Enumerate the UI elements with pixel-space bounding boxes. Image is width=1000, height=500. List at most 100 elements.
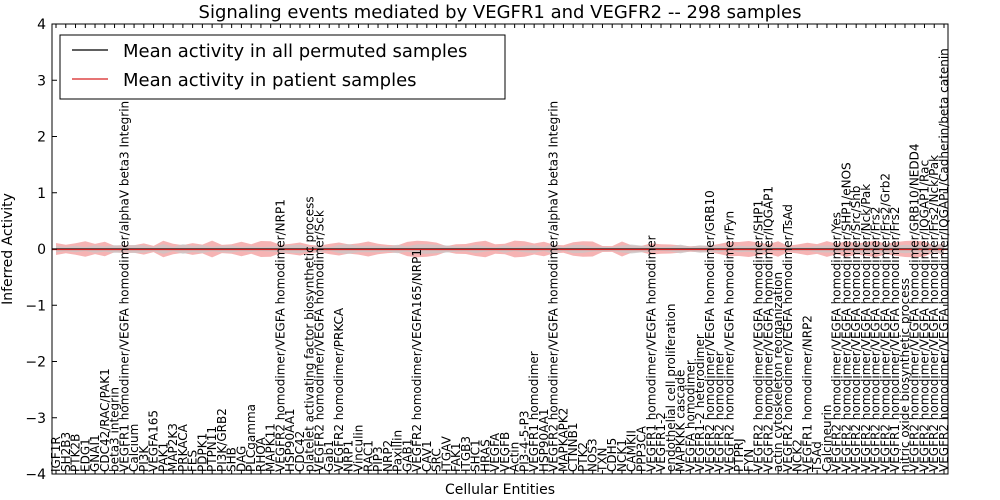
x-tick-label: FYN xyxy=(742,449,756,472)
x-tick-label: VEGFR2 homodimer/PRKCA xyxy=(332,307,346,472)
x-tick-label: PI3-4-5-P3 xyxy=(517,410,531,472)
legend-label-permuted: Mean activity in all permuted samples xyxy=(123,41,467,62)
legend: Mean activity in all permuted samples Me… xyxy=(59,34,506,100)
y-axis-label: Inferred Activity xyxy=(0,193,16,305)
x-tick-label: IGF1R xyxy=(49,436,63,472)
x-tick-label: VEGFR2 homodimer/VEGFA homodimer/SHP1 xyxy=(752,200,766,472)
x-tick-label: CDC42 xyxy=(293,431,307,472)
x-tick-label: Actin xyxy=(508,442,522,472)
y-tick-label: −2 xyxy=(25,355,46,371)
x-tick-label: PAK1 xyxy=(156,442,170,472)
x-tick-label: SHB xyxy=(225,447,239,472)
x-tick-label: VEGFR1-2 xyxy=(654,412,668,472)
x-tick-label: nitric oxide biosynthetic process xyxy=(898,278,912,472)
x-tick-label: ITGAV xyxy=(439,435,453,472)
x-tick-label: Paxillin xyxy=(391,430,405,472)
x-tick-label: VEGFR2 homodimer/VEGFA165/NRP1 xyxy=(410,249,424,472)
x-tick-label: Vinculin xyxy=(352,425,366,472)
x-tick-label: PI3K xyxy=(137,445,151,472)
x-tick-label: VEGFR2 homodimer/VEGFA homodimer/Frs2/Gr… xyxy=(879,173,893,472)
x-tick-label: VEGFR1 homodimer/VEGFA homodimer xyxy=(644,235,658,472)
x-tick-label: PDPK1 xyxy=(195,433,209,472)
x-tick-label: HRAS xyxy=(478,439,492,472)
x-tick-label: MAPKKK cascade xyxy=(674,370,688,472)
x-tick-label: VEGFR2 homodimer/VEGFA homodimer/TsAd xyxy=(781,204,795,472)
x-tick-label: FES xyxy=(186,450,200,472)
x-tick-label: NRP2 xyxy=(381,440,395,472)
x-tick-label: VEGFR2 homodimer xyxy=(713,351,727,472)
chart-title: Signaling events mediated by VEGFR1 and … xyxy=(199,2,802,23)
x-tick-label: VEGFB xyxy=(498,432,512,472)
x-tick-label: PLCgamma xyxy=(244,404,258,472)
x-tick-label: PIP3 xyxy=(371,446,385,472)
x-tick-label: DAG xyxy=(234,446,248,472)
y-tick-label: 1 xyxy=(37,186,46,202)
x-tick-label: PRKACA xyxy=(176,423,190,472)
x-tick-label: VEGFR2 homodimer/VEGFA homodimer/Yes xyxy=(830,212,844,472)
y-tick-label: 4 xyxy=(37,17,46,33)
x-tick-label: PTK2 xyxy=(576,442,590,472)
x-tick-label: PI3K/GRB2 xyxy=(215,408,229,472)
x-tick-label: VEGFR1 homodimer xyxy=(527,351,541,472)
x-tick-label: VEGFR2 homodimer/VEGFA homodimer/Frs2/Nc… xyxy=(927,155,941,472)
x-tick-label: GNAI1 xyxy=(88,434,102,472)
x-tick-label: FAK1 xyxy=(449,442,463,472)
x-tick-label: NOS3 xyxy=(586,438,600,472)
x-tick-label: Gab1 xyxy=(322,440,336,472)
x-tick-label: TXN xyxy=(596,447,610,473)
x-tick-label: ITGB3 xyxy=(459,436,473,472)
x-tick-label: GAB1 xyxy=(400,439,414,472)
legend-label-patient: Mean activity in patient samples xyxy=(123,70,417,91)
y-tick-label: −3 xyxy=(25,411,46,427)
x-tick-label: HSP90AA1 xyxy=(283,408,297,472)
x-tick-label: PTPRJ xyxy=(732,438,746,472)
x-tick-label: PPP3CA xyxy=(635,425,649,472)
x-tick-label: VEGFR2 homodimer/VEGFA homodimer/SHP1/eN… xyxy=(839,162,853,472)
x-tick-label: VEGFR2 homodimer/VEGFA homodimer/Frs2 xyxy=(869,207,883,473)
x-tick-label: VEGFR1 homodimer/NRP2 xyxy=(800,315,814,472)
x-tick-label: Calcium xyxy=(127,424,141,472)
x-tick-label: MAPK11 xyxy=(264,423,278,472)
x-tick-label: SH2B3 xyxy=(59,432,73,472)
x-tick-label: VEGFR2 homodimer/VEGFA homodimer/IQGAP1/… xyxy=(918,160,932,472)
x-tick-label: NRP1 xyxy=(342,440,356,472)
x-tick-label: RAC1 xyxy=(361,440,375,472)
x-axis-label: Cellular Entities xyxy=(445,482,555,498)
x-tick-label: CAMKII xyxy=(625,430,639,472)
x-tick-label: VEGFR2 homodimer/VEGFA homodimer/Nck/Pak xyxy=(859,184,873,472)
x-tick-label: CDC42/RAC/PAK1 xyxy=(98,368,112,472)
x-tick-label: CAV1 xyxy=(420,440,434,472)
x-tick-label: VEGFR2 homodimer/VEGFA homodimer/Src/Shb xyxy=(849,186,863,472)
x-tick-label: endothelial cell proliferation xyxy=(664,304,678,472)
y-tick-label: 3 xyxy=(37,73,46,89)
x-tick-label: MAP2K3 xyxy=(166,423,180,472)
x-tick-label: NCK2 xyxy=(791,439,805,472)
x-tick-label: VEGFA xyxy=(488,432,502,472)
x-tick-label: PTPN11 xyxy=(205,426,219,472)
x-tick-label: beta3 integrin xyxy=(108,387,122,472)
x-tick-label: TSAd xyxy=(810,441,824,473)
y-tick-label: −1 xyxy=(25,298,46,314)
x-tick-label: RHOA xyxy=(254,436,268,472)
x-tick-label: VEGFR2 homodimer/VEGFA homodimer/GRB10/N… xyxy=(908,143,922,472)
legend-frame xyxy=(59,34,506,100)
x-tick-label: platelet activating factor biosynthetic … xyxy=(303,196,317,472)
x-tick-label: VEGFR2 homodimer/VEGFA homodimer/Fyn xyxy=(722,211,736,472)
x-tick-label: VEGFA165 xyxy=(147,410,161,472)
x-tick-label: SRC xyxy=(430,448,444,472)
plot-area: −4−3−2−101234IGF1RSH2B3PTK2BEDG1GNAI1CDC… xyxy=(25,17,951,483)
x-tick-label: VEGFR1-2 heterodimer xyxy=(693,334,707,472)
x-tick-label: VEGFA homodimer xyxy=(683,360,697,472)
x-tick-label: PTK2B xyxy=(69,434,83,472)
x-tick-label: CTNNB1 xyxy=(566,422,580,472)
x-tick-label: VEGFR2 homodimer/VEGFA homodimer/Sck xyxy=(313,210,327,472)
x-tick-label: Calcineurin xyxy=(820,405,834,472)
x-tick-label: VEGFR2 homodimer/VEGFA homodimer/IQGAP1 xyxy=(761,186,775,472)
x-tick-label: VEGFR2 homodimer/VEGFA homodimer/alphaV … xyxy=(547,101,561,472)
x-tick-label: CDH5 xyxy=(605,438,619,472)
y-tick-label: 0 xyxy=(37,242,46,258)
x-tick-label: VEGFR2 homodimer/VEGFA homodimer/GRB10 xyxy=(703,190,717,472)
x-tick-label: MAPKAPK2 xyxy=(556,408,570,472)
x-tick-label: actin cytoskeleton reorganization xyxy=(771,272,785,472)
x-tick-label: VEGFR2 homodimer/VEGFA homodimer/NRP1 xyxy=(273,199,287,472)
